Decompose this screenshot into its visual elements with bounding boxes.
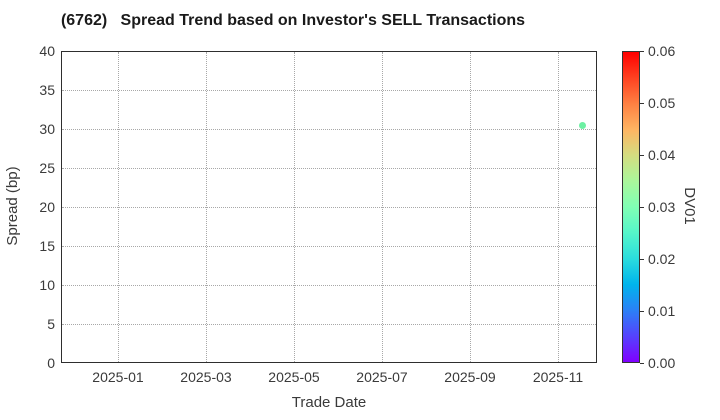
y-grid-line: [62, 207, 596, 208]
colorbar-tick-label: 0.06: [648, 43, 676, 59]
colorbar-tick-label: 0.03: [648, 199, 676, 215]
colorbar-tick: [640, 259, 644, 260]
y-grid-line: [62, 324, 596, 325]
x-tick-label: 2025-05: [268, 369, 320, 385]
y-grid-line: [62, 285, 596, 286]
colorbar-tick: [640, 103, 644, 104]
x-tick-label: 2025-09: [444, 369, 496, 385]
y-tick-label: 40: [39, 43, 55, 59]
y-tick-label: 20: [39, 199, 55, 215]
colorbar-tick: [640, 311, 644, 312]
y-axis-label: Spread (bp): [4, 166, 21, 246]
x-tick-label: 2025-03: [180, 369, 232, 385]
x-grid-line: [470, 52, 471, 362]
colorbar-tick: [640, 51, 644, 52]
y-tick-label: 5: [47, 316, 55, 332]
x-grid-line: [118, 52, 119, 362]
colorbar-tick-label: 0.01: [648, 303, 676, 319]
colorbar: [622, 51, 640, 363]
x-tick-label: 2025-01: [92, 369, 144, 385]
x-tick-label: 2025-11: [532, 369, 584, 385]
y-tick-label: 10: [39, 277, 55, 293]
colorbar-label: DV01: [681, 187, 698, 225]
y-tick-label: 0: [47, 355, 55, 371]
y-grid-line: [62, 129, 596, 130]
colorbar-tick: [640, 155, 644, 156]
y-grid-line: [62, 168, 596, 169]
colorbar-tick: [640, 207, 644, 208]
y-tick-label: 25: [39, 160, 55, 176]
colorbar-tick-label: 0.02: [648, 251, 676, 267]
y-grid-line: [62, 246, 596, 247]
y-tick-label: 15: [39, 238, 55, 254]
y-grid-line: [62, 90, 596, 91]
colorbar-tick-label: 0.04: [648, 147, 676, 163]
colorbar-tick: [640, 363, 644, 364]
colorbar-tick-label: 0.05: [648, 95, 676, 111]
chart-title: (6762) Spread Trend based on Investor's …: [60, 12, 526, 29]
x-grid-line: [558, 52, 559, 362]
y-tick-label: 35: [39, 82, 55, 98]
x-axis-label: Trade Date: [291, 394, 367, 411]
colorbar-tick-label: 0.00: [648, 355, 676, 371]
x-tick-label: 2025-07: [356, 369, 408, 385]
x-grid-line: [294, 52, 295, 362]
y-tick-label: 30: [39, 121, 55, 137]
x-grid-line: [206, 52, 207, 362]
x-grid-line: [382, 52, 383, 362]
data-point: [579, 122, 587, 130]
